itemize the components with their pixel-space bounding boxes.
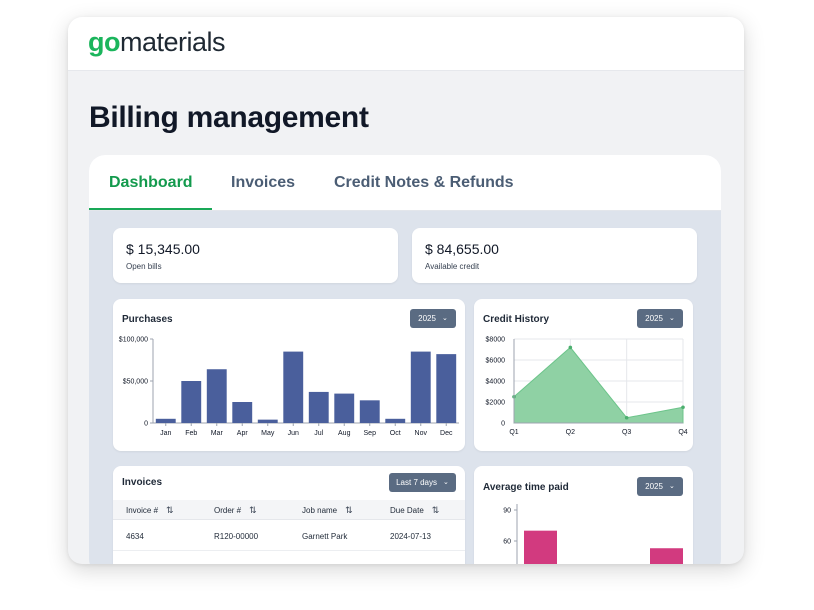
invoices-title: Invoices (122, 477, 163, 488)
sort-icon[interactable]: ⇅ (431, 505, 440, 515)
top-bar: gomaterials (68, 17, 744, 71)
bar-1 (524, 530, 557, 564)
y-tick-label: $100,000 (119, 337, 148, 344)
logo-prefix: go (88, 27, 121, 57)
x-tick-label: Nov (415, 430, 428, 437)
invoice-number-cell: 4634 (126, 532, 144, 541)
job-name-cell: Garnett Park (302, 532, 348, 541)
purchases-year-dropdown[interactable]: 2025 ⌄ (410, 309, 456, 328)
purchases-card: Purchases 2025 ⌄ $100,000 $50,000 0 Jan Feb M… (113, 299, 465, 451)
x-tick-label: Mar (211, 430, 224, 437)
bar-apr (232, 402, 253, 423)
credit-area (513, 346, 684, 424)
x-tick-label: Apr (237, 430, 249, 437)
invoices-table-header: Invoice # ⇅ Order # ⇅ Job name ⇅ Due Date ⇅ (113, 500, 465, 520)
average-time-paid-card: Average time paid 2025 ⌄ 90 60 (474, 466, 693, 564)
x-tick-label: Q4 (678, 429, 687, 436)
x-tick-label: Q3 (622, 429, 631, 436)
y-tick-label: 0 (144, 421, 148, 428)
y-tick-label: $50,000 (123, 379, 148, 386)
billing-panel: Dashboard Invoices Credit Notes & Refund… (89, 155, 721, 564)
x-tick-label: Q2 (566, 429, 575, 436)
bar-jan (155, 418, 176, 423)
sort-icon[interactable]: ⇅ (249, 505, 257, 515)
bar-feb (181, 381, 202, 423)
chevron-down-icon: ⌄ (441, 315, 448, 322)
bar-mar (206, 369, 227, 423)
bar-2 (650, 548, 683, 564)
bar-nov (410, 351, 431, 423)
y-tick-label: $8000 (486, 337, 506, 344)
y-tick-label: 0 (501, 421, 505, 428)
invoices-range-dropdown[interactable]: Last 7 days ⌄ (389, 473, 456, 492)
invoices-card: Invoices Last 7 days ⌄ Invoice # ⇅ Order … (113, 466, 465, 564)
purchases-title: Purchases (122, 314, 173, 325)
data-point-q4 (681, 405, 685, 410)
open-bills-value: $ 15,345.00 (126, 241, 200, 257)
x-tick-label: Jun (288, 430, 299, 437)
active-tab-indicator (89, 208, 212, 210)
chevron-down-icon: ⌄ (668, 483, 675, 490)
average-time-paid-chart: 90 60 (503, 504, 683, 564)
tab-invoices[interactable]: Invoices (231, 174, 296, 191)
page-title: Billing management (89, 101, 369, 134)
x-tick-label: Jan (160, 430, 171, 437)
sort-icon[interactable]: ⇅ (345, 505, 353, 515)
available-credit-value: $ 84,655.00 (425, 241, 499, 257)
logo-suffix: materials (120, 27, 226, 57)
credit-history-card: Credit History 2025 ⌄ $8000 $6000 $4000 $20… (474, 299, 693, 451)
tab-bar: Dashboard Invoices Credit Notes & Refund… (89, 155, 721, 211)
y-tick-label: 90 (503, 508, 511, 515)
gomaterials-logo[interactable]: gomaterials (88, 27, 226, 58)
bar-sep (359, 400, 380, 423)
available-credit-card: $ 84,655.00 Available credit (412, 228, 697, 283)
bar-oct (385, 418, 406, 423)
x-tick-label: Feb (185, 430, 197, 437)
due-date-cell: 2024-07-13 (390, 532, 431, 541)
app-window: gomaterials Billing management Dashboard… (68, 17, 744, 564)
y-tick-label: $6000 (486, 358, 506, 365)
data-point-q3 (624, 415, 629, 420)
bar-aug (334, 393, 355, 423)
available-credit-label: Available credit (425, 262, 480, 271)
order-number-cell: R120-00000 (214, 532, 259, 541)
x-tick-label: Sep (364, 430, 377, 437)
open-bills-label: Open bills (126, 262, 162, 271)
column-invoice-number[interactable]: Invoice # ⇅ (126, 505, 174, 515)
y-tick-label: $2000 (486, 400, 506, 407)
credit-history-chart: $8000 $6000 $4000 $2000 0 Q1 Q2 Q3 Q4 (486, 337, 688, 437)
bar-may (257, 419, 278, 423)
column-job-name[interactable]: Job name ⇅ (302, 505, 353, 515)
average-time-paid-year-dropdown[interactable]: 2025 ⌄ (637, 477, 683, 496)
x-tick-label: Jul (314, 430, 323, 437)
credit-history-year-dropdown[interactable]: 2025 ⌄ (637, 309, 683, 328)
purchases-chart: $100,000 $50,000 0 Jan Feb Mar Apr May Jun Jul Aug… (119, 337, 459, 437)
average-time-paid-title: Average time paid (483, 482, 569, 493)
tab-dashboard[interactable]: Dashboard (109, 174, 193, 191)
credit-history-title: Credit History (483, 314, 550, 325)
y-tick-label: $4000 (486, 379, 506, 386)
bar-jun (283, 351, 304, 423)
x-tick-label: Q1 (509, 429, 518, 436)
average-time-paid-year-value: 2025 (645, 482, 663, 491)
x-tick-label: Oct (390, 430, 401, 437)
x-tick-label: May (261, 430, 275, 437)
sort-icon[interactable]: ⇅ (166, 505, 174, 515)
x-tick-label: Dec (440, 430, 453, 437)
data-point-q2 (568, 345, 573, 350)
table-row[interactable]: 4634 R120-00000 Garnett Park 2024-07-13 (113, 521, 465, 551)
chevron-down-icon: ⌄ (668, 315, 675, 322)
x-tick-label: Aug (338, 430, 351, 437)
column-order-number[interactable]: Order # ⇅ (214, 505, 257, 515)
bar-jul (308, 391, 329, 423)
tab-credit-notes-refunds[interactable]: Credit Notes & Refunds (334, 174, 514, 191)
credit-history-year-value: 2025 (645, 314, 663, 323)
y-tick-label: 60 (503, 539, 511, 546)
purchases-year-value: 2025 (418, 314, 436, 323)
bar-dec (436, 354, 457, 423)
column-due-date[interactable]: Due Date ⇅ (390, 505, 440, 515)
invoices-range-value: Last 7 days (396, 478, 438, 487)
chevron-down-icon: ⌄ (443, 479, 449, 486)
open-bills-card: $ 15,345.00 Open bills (113, 228, 398, 283)
